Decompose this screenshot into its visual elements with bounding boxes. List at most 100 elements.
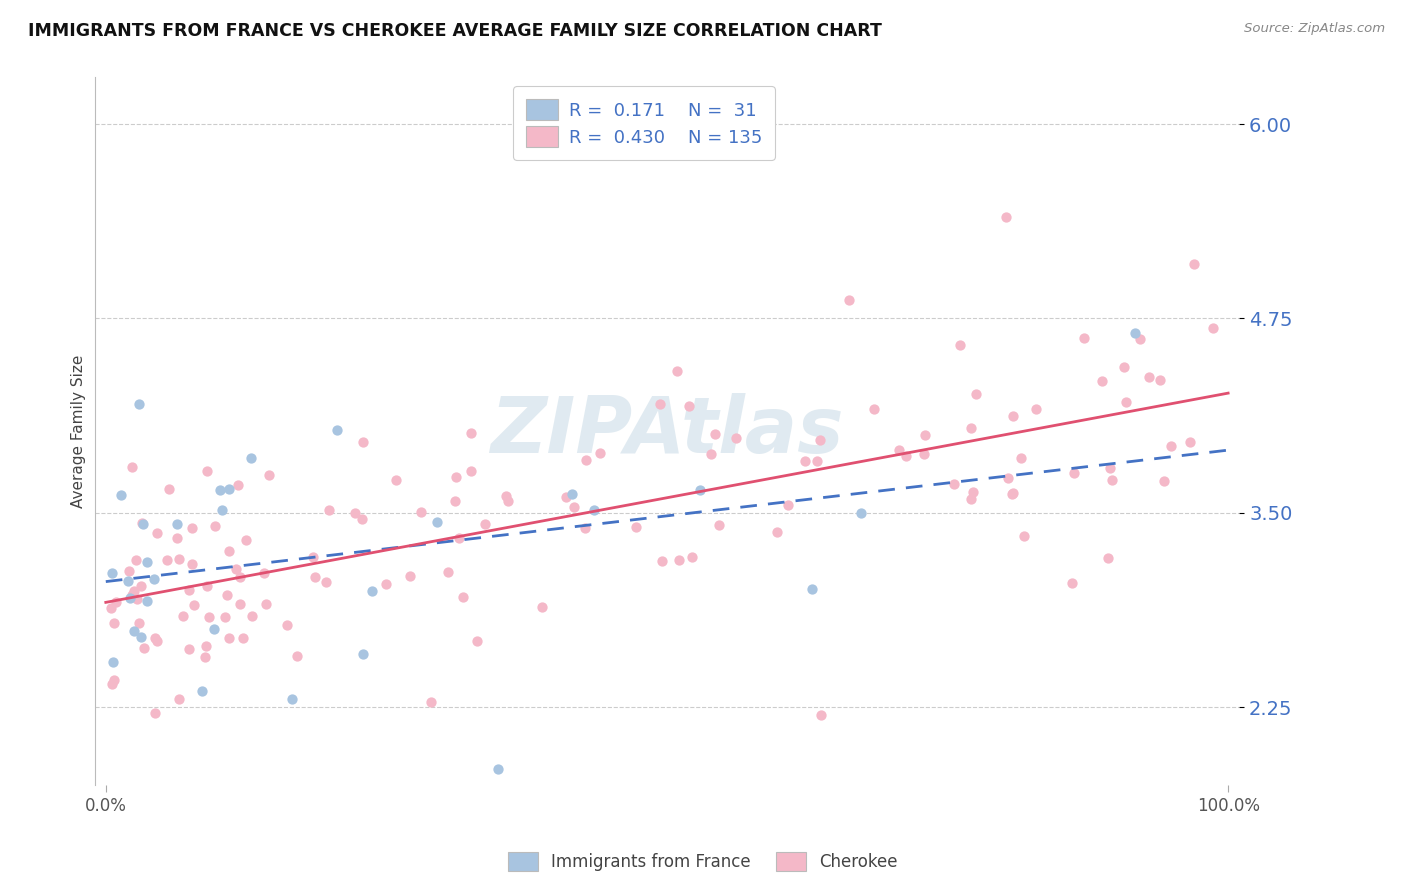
Point: [131, 516, 153, 530]
Point: [700, 447, 723, 461]
Point: [122, 624, 145, 638]
Point: [385, 473, 408, 487]
Point: [668, 552, 690, 566]
Point: [167, 551, 190, 566]
Point: [1002, 409, 1025, 423]
Point: [194, 639, 217, 653]
Point: [118, 565, 141, 579]
Point: [204, 622, 226, 636]
Point: [1025, 402, 1047, 417]
Point: [1182, 257, 1205, 271]
Point: [125, 553, 148, 567]
Point: [914, 428, 936, 442]
Point: [997, 470, 1019, 484]
Point: [179, 642, 201, 657]
Point: [689, 483, 711, 497]
Point: [146, 634, 169, 648]
Point: [276, 618, 298, 632]
Point: [374, 577, 396, 591]
Point: [100, 601, 122, 615]
Point: [253, 566, 276, 580]
Point: [232, 631, 254, 645]
Point: [226, 477, 249, 491]
Point: [776, 499, 799, 513]
Point: [495, 489, 517, 503]
Point: [103, 615, 125, 630]
Point: [118, 591, 141, 605]
Point: [460, 426, 482, 441]
Point: [1123, 326, 1146, 340]
Point: [582, 502, 605, 516]
Point: [134, 641, 156, 656]
Point: [849, 506, 872, 520]
Point: [1060, 576, 1083, 591]
Point: [1160, 439, 1182, 453]
Point: [912, 447, 935, 461]
Point: [128, 615, 150, 630]
Point: [315, 575, 337, 590]
Point: [204, 519, 226, 533]
Point: [589, 446, 612, 460]
Point: [218, 482, 240, 496]
Point: [624, 520, 647, 534]
Point: [136, 555, 159, 569]
Point: [229, 570, 252, 584]
Point: [1114, 359, 1136, 374]
Point: [181, 557, 204, 571]
Legend: R =  0.171    N =  31, R =  0.430    N = 135: R = 0.171 N = 31, R = 0.430 N = 135: [513, 87, 775, 160]
Point: [561, 487, 583, 501]
Point: [157, 482, 180, 496]
Point: [709, 518, 731, 533]
Point: [575, 453, 598, 467]
Point: [318, 502, 340, 516]
Point: [302, 550, 325, 565]
Point: [1129, 332, 1152, 346]
Point: [1097, 551, 1119, 566]
Point: [344, 506, 367, 520]
Point: [166, 531, 188, 545]
Point: [562, 500, 585, 514]
Point: [172, 608, 194, 623]
Point: [724, 431, 747, 445]
Point: [648, 397, 671, 411]
Point: [117, 574, 139, 589]
Point: [1099, 461, 1122, 475]
Point: [101, 655, 124, 669]
Point: [1101, 473, 1123, 487]
Point: [240, 608, 263, 623]
Point: [229, 597, 252, 611]
Point: [285, 649, 308, 664]
Point: [145, 525, 167, 540]
Point: [1001, 486, 1024, 500]
Point: [1178, 435, 1201, 450]
Text: Source: ZipAtlas.com: Source: ZipAtlas.com: [1244, 22, 1385, 36]
Point: [215, 588, 238, 602]
Point: [1073, 331, 1095, 345]
Point: [1090, 374, 1112, 388]
Point: [361, 583, 384, 598]
Point: [128, 397, 150, 411]
Legend: Immigrants from France, Cherokee: Immigrants from France, Cherokee: [499, 843, 907, 880]
Point: [352, 434, 374, 449]
Point: [143, 706, 166, 720]
Point: [443, 494, 465, 508]
Point: [129, 578, 152, 592]
Point: [304, 570, 326, 584]
Point: [198, 609, 221, 624]
Point: [143, 632, 166, 646]
Point: [225, 562, 247, 576]
Point: [474, 516, 496, 531]
Point: [960, 492, 983, 507]
Point: [1149, 373, 1171, 387]
Point: [166, 516, 188, 531]
Point: [420, 695, 443, 709]
Point: [806, 454, 828, 468]
Point: [1001, 487, 1024, 501]
Point: [444, 470, 467, 484]
Point: [960, 421, 983, 435]
Point: [451, 591, 474, 605]
Point: [862, 401, 884, 416]
Point: [1202, 321, 1225, 335]
Point: [239, 450, 262, 465]
Point: [183, 598, 205, 612]
